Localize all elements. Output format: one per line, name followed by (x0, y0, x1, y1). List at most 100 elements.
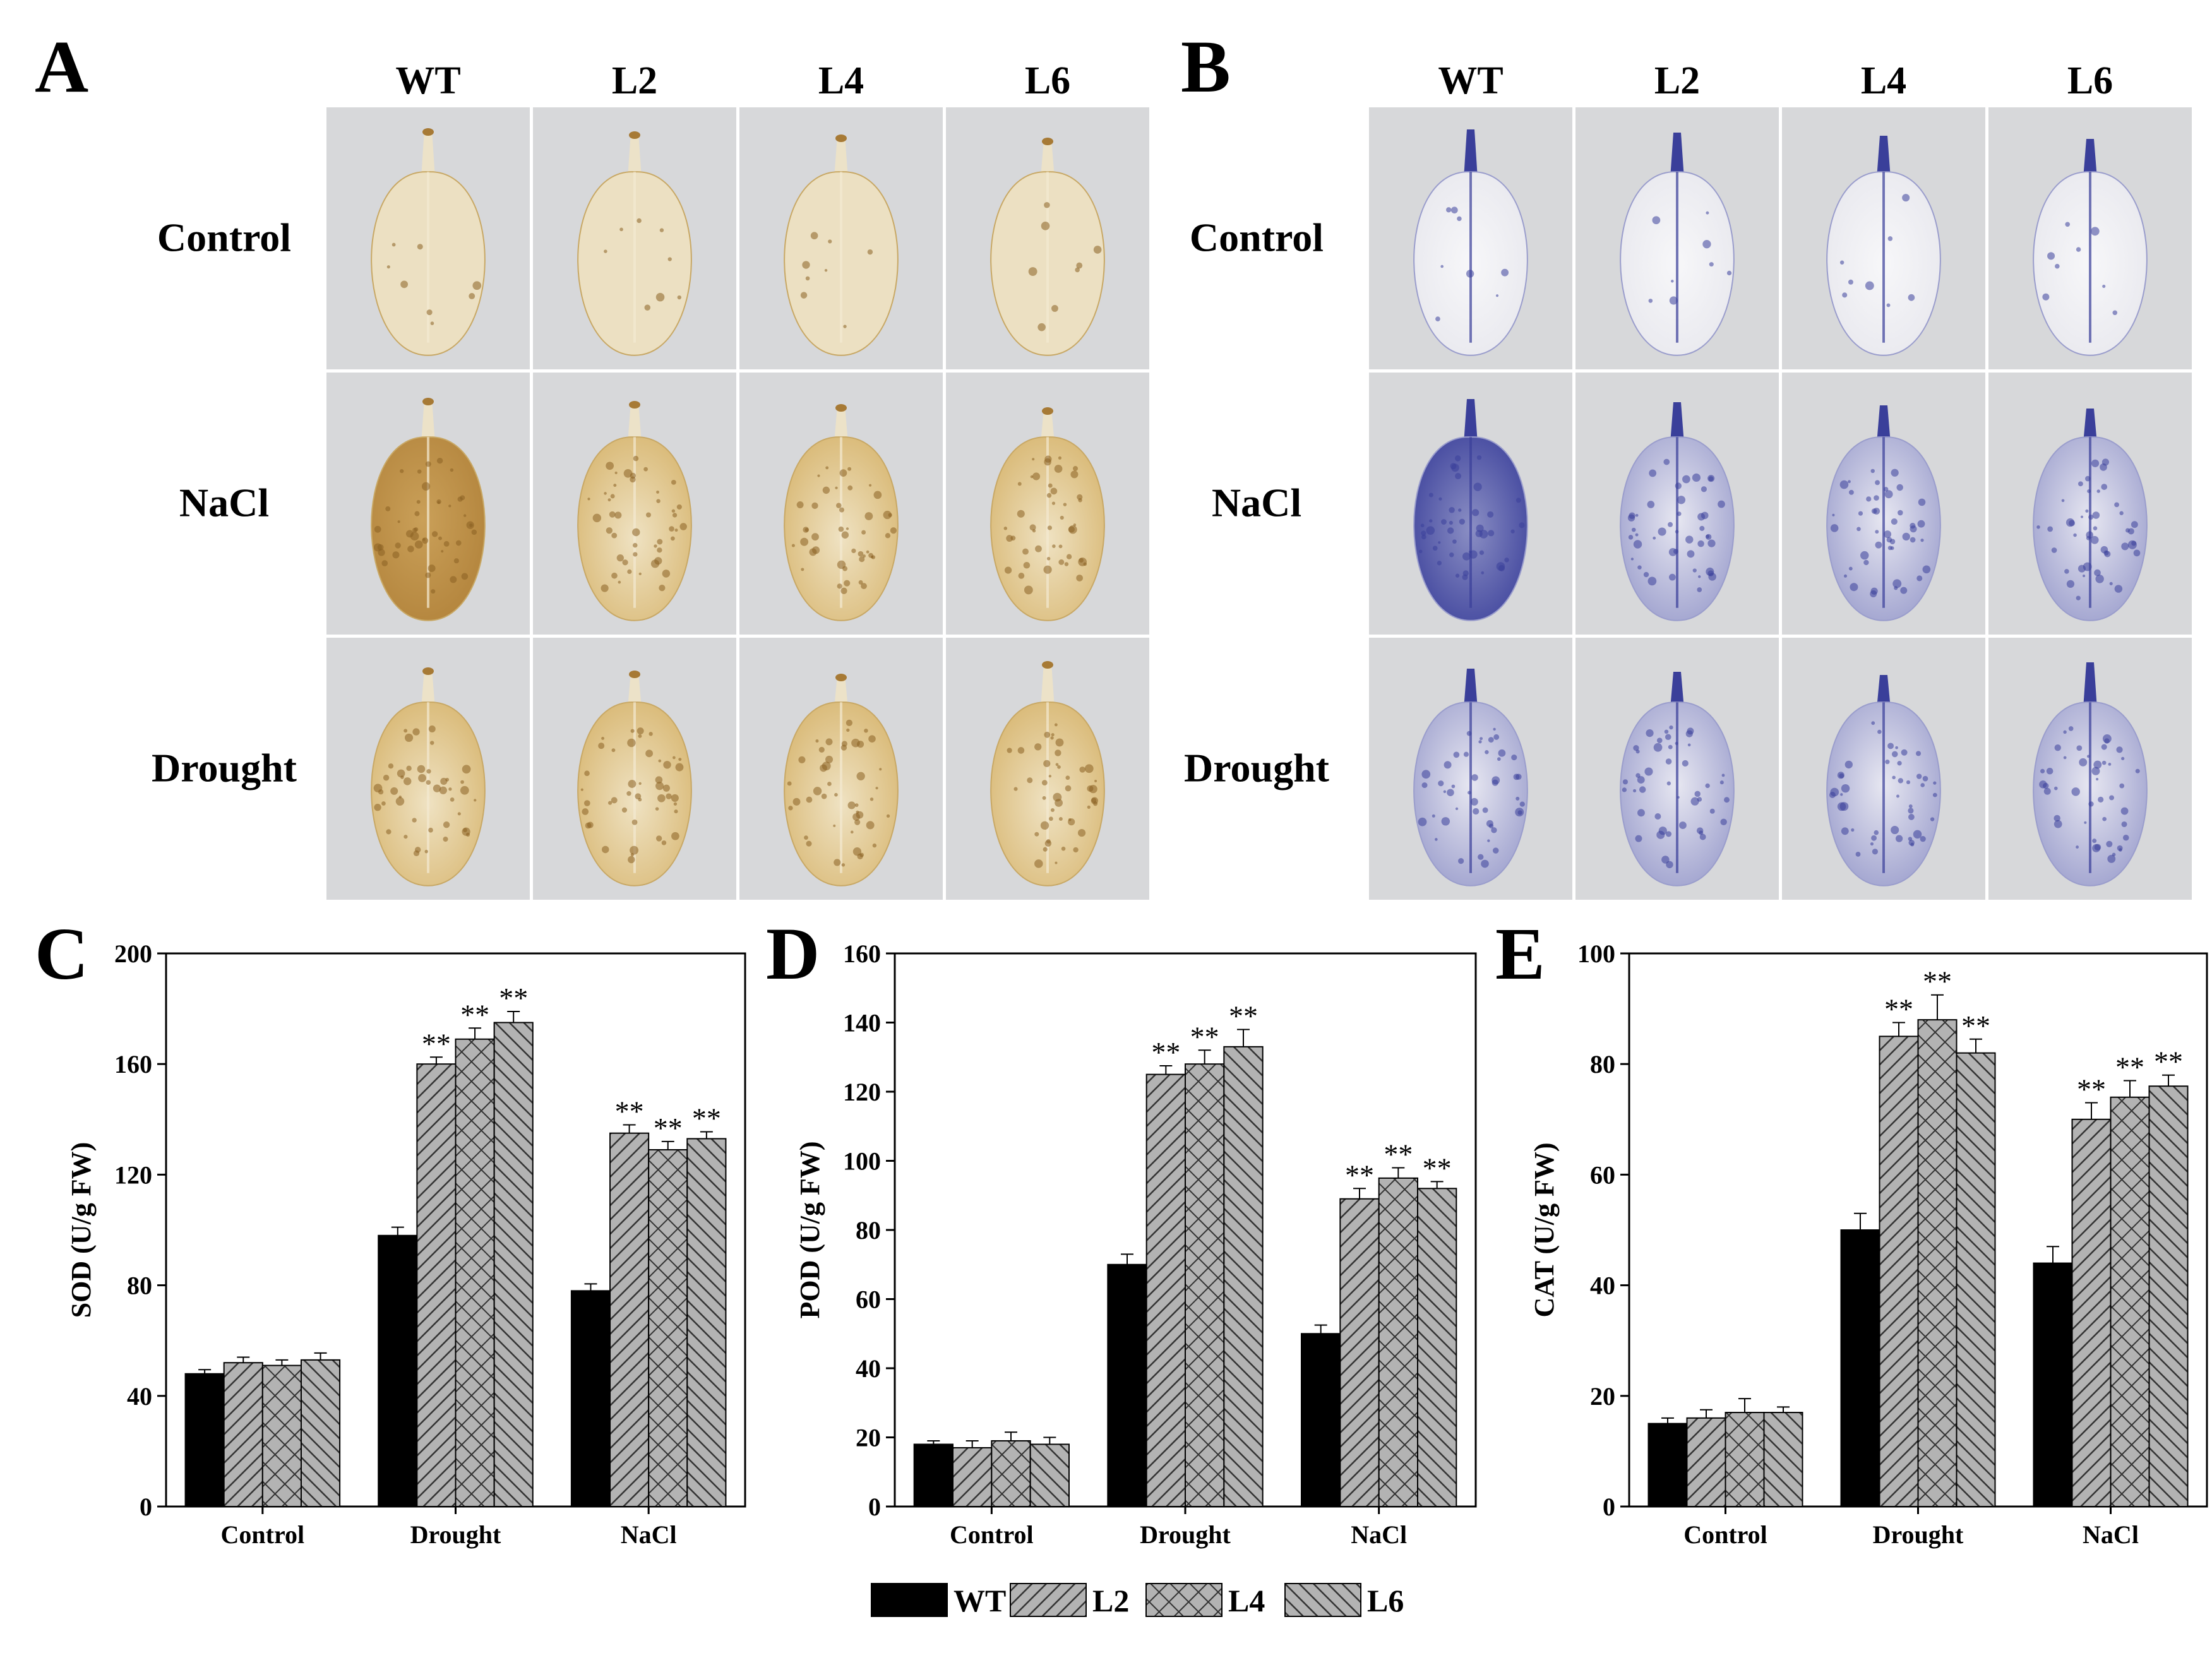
leaf-spot (1622, 779, 1629, 785)
leaf-spot (430, 321, 434, 325)
significance-mark: ** (2115, 1051, 2144, 1083)
leaf-spot (418, 773, 426, 782)
leaf-spot (1035, 545, 1042, 552)
leaf-spot (788, 806, 793, 811)
photo-cell (326, 638, 530, 900)
leaf-spot (813, 787, 822, 796)
leaf-stem (834, 675, 848, 709)
leaf-spot (1044, 201, 1050, 208)
leaf-spot (1682, 475, 1690, 484)
leaf-spot (1635, 835, 1642, 842)
leaf-spot (828, 239, 832, 244)
leaf-spot (657, 547, 662, 553)
y-tick-label: 80 (127, 1272, 152, 1300)
leaf-spot (1653, 743, 1663, 752)
leaf-spot (1658, 527, 1666, 536)
photo-cell (946, 638, 1149, 900)
photo-cell (533, 373, 736, 635)
bar-wt-control (184, 1373, 225, 1508)
leaf-spot (1421, 530, 1426, 536)
leaf-spot (1498, 749, 1506, 757)
leaf-spot (1692, 473, 1701, 482)
leaf-spot (1075, 267, 1080, 273)
leaf-stem (1670, 672, 1684, 709)
y-tick-label: 40 (1590, 1272, 1615, 1300)
panel-letter-e: E (1495, 912, 1545, 995)
leaf-spot (1664, 729, 1669, 734)
y-tick-label: 120 (843, 1078, 881, 1106)
leaf-spot (851, 548, 856, 554)
leaf-spot (1721, 773, 1725, 777)
leaf-spot (2109, 582, 2113, 585)
leaf-spot (471, 529, 477, 535)
leaf-spot (2054, 815, 2060, 822)
leaf-spot (1077, 494, 1083, 500)
leaf-stem (628, 672, 642, 709)
stem-tip (1042, 138, 1053, 145)
leaf-spot (404, 733, 414, 743)
leaf-spot (1697, 587, 1702, 592)
leaf-spot (1658, 826, 1667, 835)
leaf-spot (627, 569, 632, 575)
leaf-spot (2036, 525, 2040, 529)
leaf-spot (656, 499, 661, 503)
leaf-spot (374, 525, 381, 533)
leaf-spot (602, 845, 609, 854)
leaf-spot (1453, 751, 1460, 758)
leaf-spot (2083, 562, 2092, 571)
leaf-spot (1917, 520, 1925, 528)
bar-wt-drought (378, 1234, 418, 1507)
leaf-spot (2101, 484, 2108, 490)
leaf-spot (1089, 785, 1097, 794)
column-label-wt: WT (395, 59, 460, 102)
leaf-spot (1902, 194, 1910, 202)
leaf-spot (460, 785, 469, 795)
leaf-spot (1842, 292, 1848, 298)
leaf-spot (619, 227, 623, 232)
leaf-spot (671, 794, 679, 802)
leaf-spot (659, 585, 666, 592)
leaf-spot (656, 490, 659, 494)
leaf-spot (2092, 844, 2101, 852)
leaf-spot (1697, 540, 1704, 547)
leaf-stem (834, 405, 848, 444)
leaf-spot (1675, 741, 1678, 745)
leaf-spot (1488, 737, 1494, 743)
photo-cell (1575, 107, 1779, 369)
x-tick-label-drought: Drought (1140, 1520, 1231, 1549)
leaf-spot (818, 746, 825, 753)
leaf-spot (1065, 785, 1072, 792)
leaf-spot (2043, 787, 2051, 795)
leaf-spot (1891, 468, 1899, 477)
leaf-spot (1887, 546, 1892, 551)
leaf-spot (649, 732, 653, 736)
leaf-spot (847, 485, 853, 491)
leaf-spot (839, 507, 844, 513)
leaf-spot (428, 725, 436, 732)
leaf-spot (1665, 831, 1672, 837)
bar-l6-control (1029, 1443, 1070, 1507)
leaf-spot (2109, 795, 2115, 801)
leaf-spot (1022, 548, 1029, 555)
leaf-spot (1040, 821, 1049, 830)
leaf-spot (1444, 761, 1452, 769)
leaf-spot (1466, 731, 1472, 736)
leaf-spot (1429, 519, 1433, 523)
x-tick-label-nacl: NaCl (1351, 1520, 1407, 1549)
leaf-spot (2068, 726, 2074, 731)
leaf-spot (2066, 518, 2075, 527)
leaf-spot (2079, 758, 2088, 767)
bar-wt-control (913, 1443, 954, 1507)
leaf-spot (607, 801, 613, 805)
leaf-spot (1051, 501, 1056, 505)
leaf-spot (1516, 498, 1521, 503)
leaf-spot (1883, 487, 1889, 492)
leaf-spot (1481, 859, 1489, 868)
leaf-spot (1037, 323, 1046, 331)
leaf-spot (837, 583, 842, 589)
leaf-spot (2086, 535, 2091, 540)
leaf-spot (457, 812, 461, 816)
column-label-l4: L4 (818, 59, 864, 102)
leaf-spot (450, 468, 454, 472)
leaf-spot (2101, 760, 2107, 765)
